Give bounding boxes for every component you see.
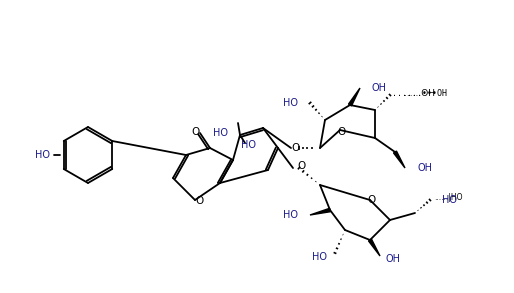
Text: OH: OH	[372, 83, 387, 93]
Text: O: O	[368, 195, 376, 205]
Polygon shape	[348, 88, 360, 106]
Text: OH: OH	[417, 163, 432, 173]
Text: HO: HO	[213, 128, 228, 138]
Text: HO: HO	[312, 252, 327, 262]
Text: ......•••OH: ......•••OH	[392, 88, 447, 98]
Text: O: O	[297, 161, 305, 171]
Text: HO: HO	[442, 195, 457, 205]
Text: ......OH: ......OH	[404, 88, 435, 98]
Text: OH: OH	[385, 254, 400, 264]
Text: HO: HO	[283, 210, 298, 220]
Text: HO: HO	[283, 98, 298, 108]
Text: O: O	[196, 196, 204, 206]
Text: ......|HO: ......|HO	[434, 193, 462, 202]
Text: O: O	[337, 127, 345, 137]
Text: O: O	[291, 143, 299, 153]
Text: HO: HO	[35, 150, 50, 160]
Polygon shape	[394, 151, 405, 168]
Text: HO: HO	[241, 140, 255, 150]
Polygon shape	[369, 239, 380, 256]
Polygon shape	[310, 208, 331, 215]
Text: O: O	[191, 127, 199, 137]
